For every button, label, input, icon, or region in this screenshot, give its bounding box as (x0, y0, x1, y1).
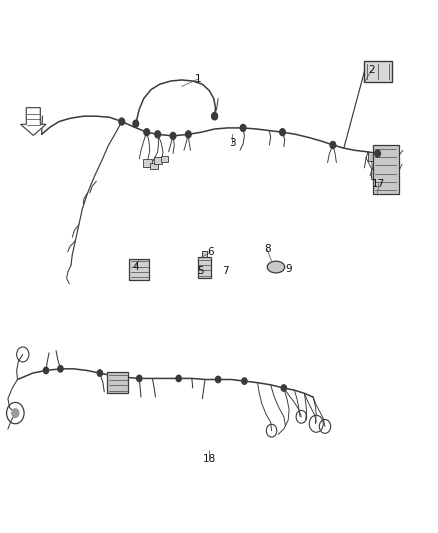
Bar (373, 145, 399, 194)
Text: 2: 2 (368, 66, 375, 75)
Circle shape (144, 128, 150, 136)
Circle shape (137, 375, 142, 382)
Bar (371, 169, 381, 179)
Text: 18: 18 (203, 455, 216, 464)
Text: 7: 7 (222, 266, 229, 276)
Text: 6: 6 (207, 247, 214, 257)
Bar (129, 259, 149, 280)
Circle shape (176, 375, 181, 382)
Text: 4: 4 (132, 262, 139, 271)
Text: 8: 8 (264, 245, 271, 254)
Circle shape (12, 409, 19, 417)
Bar (143, 159, 152, 167)
Text: 17: 17 (372, 179, 385, 189)
Text: 5: 5 (197, 266, 204, 276)
Bar (107, 372, 128, 393)
Circle shape (281, 385, 286, 391)
Ellipse shape (267, 261, 285, 273)
Circle shape (242, 378, 247, 384)
Circle shape (240, 125, 246, 132)
Text: 3: 3 (229, 138, 236, 148)
Circle shape (279, 128, 285, 136)
Bar (150, 163, 158, 169)
Bar (161, 156, 168, 162)
Circle shape (186, 131, 191, 138)
Text: 9: 9 (286, 264, 293, 274)
Text: 1: 1 (195, 74, 202, 84)
Bar (198, 257, 211, 278)
Bar (202, 251, 207, 257)
Circle shape (212, 113, 217, 120)
Circle shape (58, 366, 63, 372)
Polygon shape (21, 108, 46, 135)
Circle shape (330, 142, 336, 148)
Circle shape (374, 150, 380, 157)
Circle shape (133, 120, 138, 127)
Bar (373, 159, 384, 171)
Circle shape (119, 118, 124, 125)
Circle shape (170, 132, 176, 140)
Circle shape (97, 370, 102, 376)
Bar (364, 61, 392, 82)
Bar (368, 152, 378, 161)
Circle shape (215, 376, 221, 383)
Bar (154, 157, 162, 164)
Circle shape (155, 131, 161, 138)
Circle shape (43, 367, 49, 374)
Circle shape (212, 113, 217, 120)
